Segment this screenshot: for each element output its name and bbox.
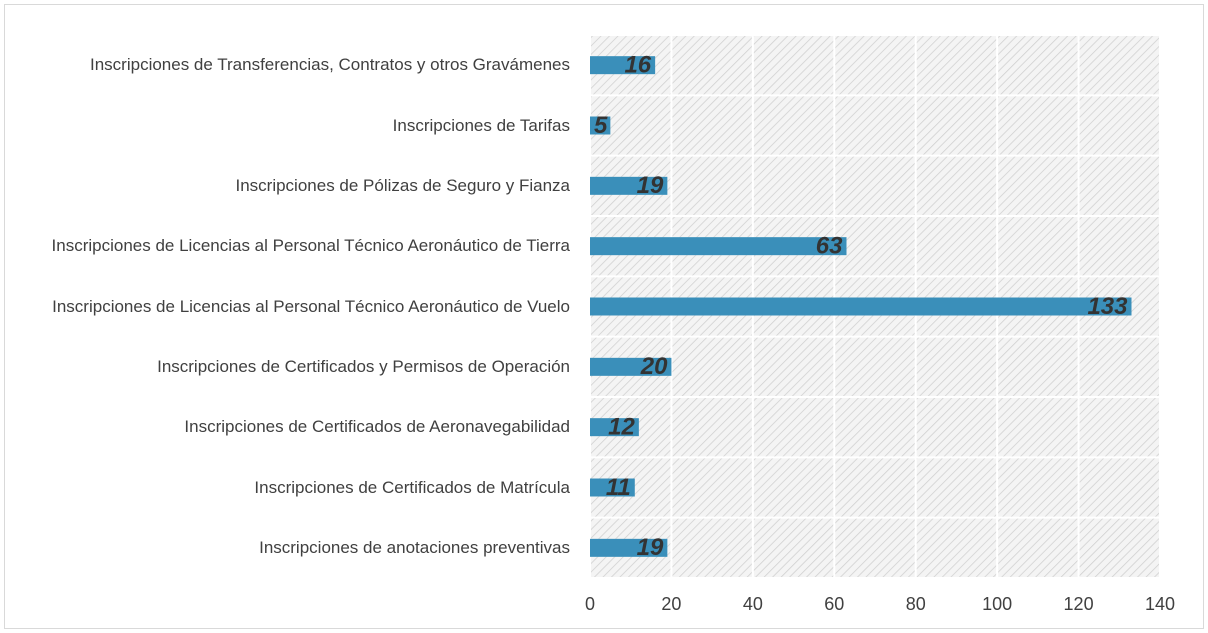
data-label: 16	[624, 52, 651, 79]
data-label: 20	[640, 353, 668, 380]
x-tick-label: 60	[824, 594, 844, 614]
x-tick-label: 100	[982, 594, 1012, 614]
category-label: Inscripciones de Certificados y Permisos…	[157, 356, 570, 376]
data-label: 19	[637, 172, 664, 199]
category-label: Inscripciones de Licencias al Personal T…	[52, 296, 570, 316]
data-label: 63	[816, 233, 843, 260]
bar	[590, 538, 668, 557]
data-label: 11	[606, 474, 631, 501]
bar	[590, 297, 1132, 316]
category-label: Inscripciones de Licencias al Personal T…	[51, 236, 570, 256]
bar	[590, 357, 672, 376]
bar	[590, 176, 668, 195]
bar	[590, 116, 611, 135]
x-tick-label: 120	[1064, 594, 1094, 614]
chart-border	[4, 4, 1204, 629]
bar	[590, 237, 847, 256]
bar	[590, 478, 635, 497]
bar	[590, 418, 639, 437]
data-label: 19	[637, 534, 664, 561]
x-tick-label: 140	[1145, 594, 1175, 614]
category-label: Inscripciones de Tarifas	[392, 115, 570, 135]
data-label: 133	[1087, 293, 1128, 320]
category-label: Inscripciones de anotaciones preventivas	[259, 537, 570, 557]
category-label: Inscripciones de Pólizas de Seguro y Fia…	[235, 175, 570, 195]
x-tick-label: 80	[906, 594, 926, 614]
category-label: Inscripciones de Transferencias, Contrat…	[90, 55, 570, 75]
data-label: 5	[594, 112, 608, 139]
category-label: Inscripciones de Certificados de Matrícu…	[254, 477, 570, 497]
x-tick-label: 40	[743, 594, 763, 614]
x-tick-label: 0	[585, 594, 595, 614]
bar	[590, 56, 656, 75]
data-label: 12	[608, 414, 635, 441]
category-label: Inscripciones de Certificados de Aeronav…	[184, 417, 570, 437]
x-tick-label: 20	[661, 594, 681, 614]
